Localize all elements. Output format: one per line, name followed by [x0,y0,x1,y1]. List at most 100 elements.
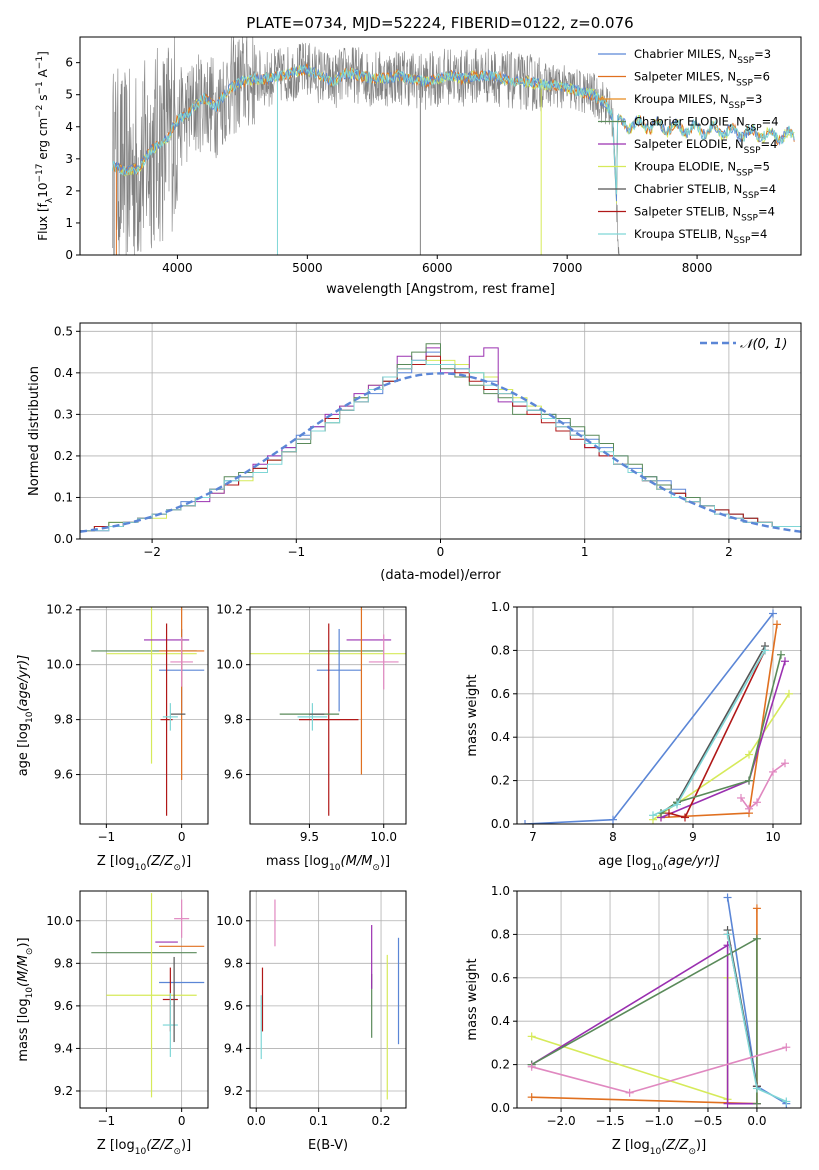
data-spectrum [112,37,620,255]
x-tick-label: −2.0 [546,1114,575,1128]
y-tick-label: 9.4 [224,1041,243,1055]
y-tick-label: 9.6 [54,768,73,782]
label-part: SSP [729,101,746,111]
legend-entry: 𝒩(0, 1) [740,337,787,352]
y-tick-label: 0.6 [491,687,510,701]
weight-marker [752,934,761,943]
weight-marker [745,776,753,785]
y-tick-label: 1 [65,216,73,230]
label-part: ⊙ [173,863,181,873]
label-part: ⊙ [173,1147,181,1157]
label-part: 10 [25,711,35,723]
y-tick-label: 0.1 [54,490,73,504]
x-axis-label: Z [log10(Z/Z⊙)] [97,1138,191,1157]
label-part: SSP [742,191,759,201]
label-part: λ [45,197,55,203]
y-tick-label: 9.2 [224,1084,243,1098]
x-tick-label: −1 [98,1114,116,1128]
weight-marker [527,1062,536,1071]
y-tick-label: 2 [65,184,73,198]
x-tick-label: −1 [287,545,305,559]
y-tick-label: 0.8 [491,927,510,941]
label-part: mass [log [266,854,329,869]
y-tick-label: 10.2 [216,603,243,617]
label-part: 10 [329,863,341,873]
x-tick-label: 0.0 [247,1114,266,1128]
axes-frame [249,890,407,1109]
y-tick-label: 6 [65,56,73,70]
y-tick-label: 9.6 [224,768,243,782]
label-part: =3 [754,47,771,61]
axes-frame [249,606,407,825]
label-part: −1 [35,81,45,94]
weight-marker [753,798,761,807]
x-tick-label: 0 [437,545,445,559]
label-part: −17 [35,164,45,183]
label-part: SSP [734,236,751,246]
label-part: (M/M [341,854,373,869]
weight-marker [782,1097,791,1106]
label-part: s [36,95,50,105]
weight-series [740,762,786,810]
x-axis-label: mass [log10(M/M⊙)] [266,854,390,873]
label-part: 10 [650,1147,662,1157]
plot-area [112,37,795,255]
y-tick-label: 0.3 [54,407,73,421]
weight-marker [769,609,777,618]
label-part: Salpeter STELIB, N [634,205,741,219]
x-axis-label: age [log10(age/yr)] [598,854,720,873]
weight-marker [745,750,753,759]
x-tick-label: 5000 [292,261,323,275]
plot-area [521,609,793,824]
label-part: mass [log [16,998,31,1061]
histogram-series [80,359,801,532]
x-tick-label: 7000 [552,261,583,275]
weight-marker [625,1088,634,1097]
x-tick-label: −1.0 [644,1114,673,1128]
label-part: =4 [758,205,775,219]
label-part: Z [log [612,1138,650,1153]
y-tick-label: 9.8 [54,713,73,727]
label-part: 10 [651,863,663,873]
weight-series [660,624,778,819]
label-part: −1 [35,56,45,69]
label-part: Salpeter MILES, N [634,70,736,84]
weight-series [660,645,766,814]
label-part: =4 [759,182,776,196]
label-part: )] [380,854,390,869]
x-tick-label: 0 [178,830,186,844]
x-tick-label: 1 [581,545,589,559]
data-point [174,899,190,938]
plot-area [260,899,400,1100]
label-part: ⊙ [372,863,380,873]
weight-series [531,943,757,1105]
label-part: Chabrier STELIB, N [634,182,742,196]
plot-area [80,343,801,533]
y-tick-label: 9.2 [54,1084,73,1098]
y-tick-label: 9.8 [224,713,243,727]
weight-marker [781,759,789,768]
legend-entry: Salpeter MILES, NSSP=6 [634,70,770,89]
weight-marker [609,815,617,824]
label-part: A [36,68,50,81]
plot-area [91,607,205,816]
panel-spectrum: 4000 5000 6000 7000 8000 0 1 2 3 4 5 6 wavelength [A… [35,36,802,297]
weight-marker [752,1084,761,1093]
panel-weight_vs_age: 7 8 9 10 0.0 0.2 0.4 0.6 0.8 1.0 mass weight age [l… [465,600,802,873]
label-part: =3 [745,92,762,106]
y-tick-label: 9.8 [54,956,73,970]
label-part: (Z/Z [146,854,174,869]
y-tick-label: 5 [65,88,73,102]
legend-entry: Kroupa ELODIE, NSSP=5 [634,160,770,179]
label-part: SSP [737,56,754,66]
weight-marker [773,620,781,629]
grid [80,891,208,1108]
plot-area [250,607,406,816]
y-tick-label: 1.0 [491,884,510,898]
weight-marker [745,804,753,813]
x-tick-label: 6000 [422,261,453,275]
axes-frame [516,890,802,1109]
x-tick-label: −1.5 [595,1114,624,1128]
label-part: erg cm [36,118,50,164]
